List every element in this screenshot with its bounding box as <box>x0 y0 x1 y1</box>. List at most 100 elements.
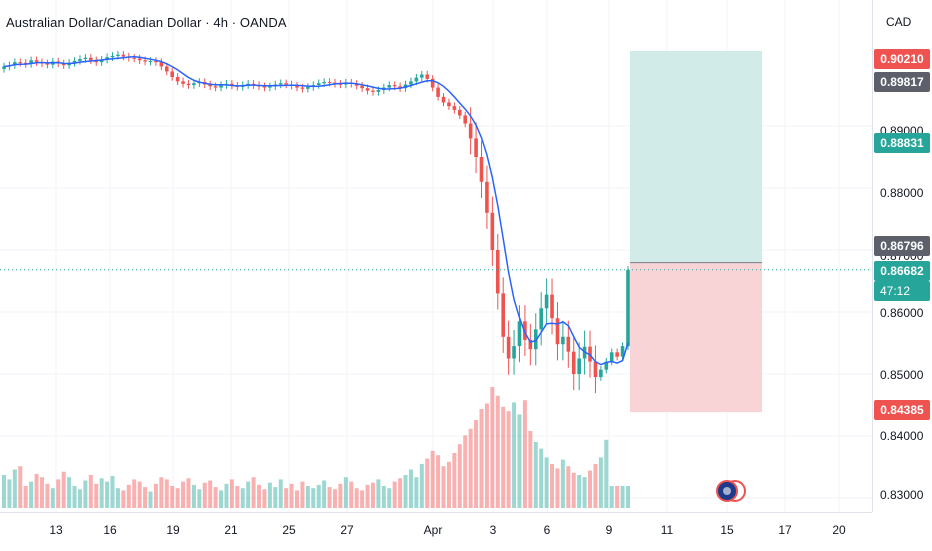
price-tick: 0.88000 <box>880 186 924 200</box>
volume-bar <box>593 464 598 508</box>
volume-bar <box>267 482 272 508</box>
target-price-badge: 0.90210 <box>874 49 930 69</box>
candle-body <box>121 54 126 57</box>
volume-bar <box>110 476 115 508</box>
candle-body <box>316 83 321 86</box>
volume-bar <box>338 483 343 508</box>
volume-bar <box>289 483 294 508</box>
candle-body <box>284 83 288 85</box>
candle-body <box>268 86 272 88</box>
volume-bar <box>246 481 251 508</box>
candle-body <box>29 60 33 64</box>
candle-body <box>512 346 516 359</box>
candle-body <box>468 123 473 139</box>
volume-bar <box>72 486 77 508</box>
candle-body <box>409 81 413 85</box>
volume-bar <box>175 488 180 508</box>
candle-body <box>561 336 565 345</box>
candle-body <box>550 294 554 319</box>
volume-bar <box>436 455 441 508</box>
candle-body <box>175 77 180 82</box>
candle-body <box>539 308 543 330</box>
moving-average-line <box>3 56 629 366</box>
volume-bar <box>56 479 61 508</box>
volume-bar <box>132 479 137 508</box>
volume-bar <box>39 477 44 508</box>
time-tick: 6 <box>543 523 551 537</box>
candle-body <box>566 336 571 352</box>
volume-bar <box>208 480 213 508</box>
currency-label[interactable]: CAD <box>886 15 912 29</box>
candle-body <box>555 318 560 345</box>
volume-bar <box>468 428 473 508</box>
candle-body <box>430 78 435 88</box>
price-tick: 0.83000 <box>880 488 924 502</box>
chart-canvas[interactable] <box>0 0 872 512</box>
time-tick: 15 <box>720 523 734 537</box>
candle-body <box>457 109 462 116</box>
chart-title: Australian Dollar/Canadian Dollar · 4h ·… <box>6 15 287 30</box>
last-price-badge: 0.86682 <box>874 261 930 281</box>
candle-body <box>89 57 93 61</box>
time-tick: 19 <box>166 523 180 537</box>
volume-bar <box>408 469 413 508</box>
time-tick: Apr <box>423 523 443 537</box>
candle-body <box>577 358 581 374</box>
volume-bar <box>430 450 435 508</box>
volume-bar <box>251 477 256 508</box>
volume-bar <box>501 406 506 508</box>
volume-bar <box>463 435 468 508</box>
time-tick: 13 <box>49 523 63 537</box>
price-chart[interactable] <box>0 0 872 512</box>
volume-bar <box>560 459 565 508</box>
candle-body <box>219 85 223 88</box>
economic-event-icon[interactable] <box>715 479 747 503</box>
time-tick: 16 <box>103 523 117 537</box>
candle-body <box>387 85 392 88</box>
candle-body <box>452 106 457 110</box>
volume-bar <box>474 420 479 508</box>
volume-bar <box>354 488 359 508</box>
volume-bar <box>186 478 191 508</box>
volume-bar <box>490 387 495 508</box>
volume-bar <box>300 481 305 508</box>
candle-body <box>208 84 212 87</box>
candle-body <box>327 81 332 83</box>
candle-body <box>78 59 82 61</box>
volume-bar <box>539 448 544 508</box>
volume-bar <box>452 453 457 508</box>
candle-body <box>501 293 505 337</box>
volume-bar <box>12 469 17 508</box>
candle-body <box>338 83 343 85</box>
volume-bar <box>2 475 6 508</box>
volume-bar <box>528 431 533 508</box>
volume-bar <box>18 466 23 508</box>
volume-bar <box>295 490 300 508</box>
volume-bar <box>392 481 397 508</box>
volume-bar <box>370 482 375 508</box>
volume-bar <box>262 489 267 508</box>
candle-body <box>2 66 6 69</box>
candle-body <box>447 102 451 107</box>
candle-body <box>72 60 77 63</box>
volume-bar <box>414 477 419 508</box>
candle-body <box>544 294 549 309</box>
candle-body <box>398 86 402 89</box>
candle-body <box>620 346 625 357</box>
volume-bar <box>457 444 462 508</box>
volume-bar <box>376 479 381 508</box>
countdown-badge: 47:12 <box>874 281 930 301</box>
time-axis[interactable] <box>0 512 872 551</box>
volume-bar <box>121 490 126 508</box>
candle-body <box>609 352 614 362</box>
candle-body <box>376 90 381 92</box>
candle-body <box>159 62 164 67</box>
volume-bar <box>257 484 262 508</box>
candle-body <box>354 83 359 86</box>
candle-body <box>34 60 39 63</box>
volume-bar <box>170 486 175 508</box>
candle-body <box>593 361 598 378</box>
candle-body <box>45 63 50 65</box>
volume-bar <box>566 466 571 508</box>
volume-bar <box>365 484 370 508</box>
